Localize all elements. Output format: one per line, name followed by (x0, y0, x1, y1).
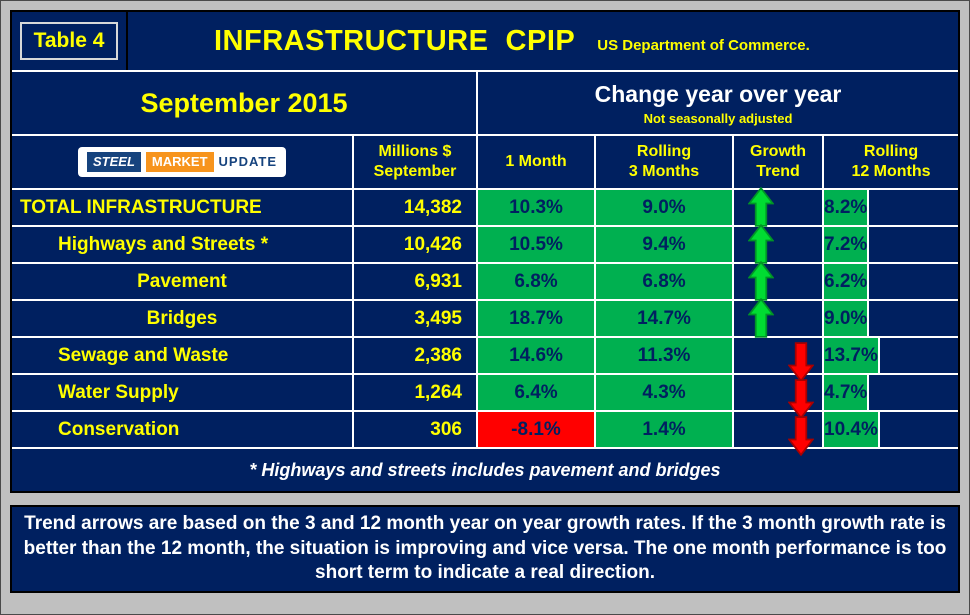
cell-rolling-12: 6.2% (824, 264, 870, 299)
trend-cell (734, 261, 824, 301)
table-row-bridges: Bridges 3,495 18.7% 14.7% 9.0% (12, 298, 958, 338)
cell-millions: 306 (354, 412, 478, 447)
change-title: Change year over year (594, 80, 842, 107)
row-label: Conservation (12, 412, 354, 447)
column-header-row: STEEL MARKET UPDATE Millions $ September… (12, 136, 958, 190)
cell-rolling-3: 9.0% (596, 190, 734, 225)
cell-rolling-3: 4.3% (596, 375, 734, 410)
table-row-water: Water Supply 1,264 6.4% 4.3% 4.7% (12, 375, 958, 419)
logo-update-text: UPDATE (218, 153, 277, 169)
trend-down-arrow-icon (788, 342, 814, 382)
trend-cell (734, 187, 824, 227)
trend-up-arrow-icon (748, 187, 774, 227)
table-row-sewage: Sewage and Waste 2,386 14.6% 11.3% 13.7% (12, 338, 958, 382)
cell-millions: 6,931 (354, 264, 478, 299)
title-row: Table 4 INFRASTRUCTURE CPIP US Departmen… (12, 12, 958, 72)
col-header-1-month: 1 Month (478, 136, 596, 188)
cell-1-month: -8.1% (478, 412, 596, 447)
col-header-rolling-3: Rolling 3 Months (596, 136, 734, 188)
cell-1-month: 6.8% (478, 264, 596, 299)
row-label: Sewage and Waste (12, 338, 354, 373)
period-row: September 2015 Change year over year Not… (12, 72, 958, 136)
row-label: Pavement (12, 264, 354, 299)
cell-rolling-3: 14.7% (596, 301, 734, 336)
cell-rolling-3: 6.8% (596, 264, 734, 299)
table-row-highways: Highways and Streets * 10,426 10.5% 9.4%… (12, 224, 958, 264)
cell-millions: 1,264 (354, 375, 478, 410)
trend-cell (734, 298, 824, 338)
trend-up-arrow-icon (748, 224, 774, 264)
cell-rolling-12: 4.7% (824, 375, 870, 410)
trend-up-arrow-icon (748, 261, 774, 301)
cell-1-month: 14.6% (478, 338, 596, 373)
period-month: September 2015 (12, 72, 478, 134)
agency-subtitle: US Department of Commerce. (597, 36, 810, 54)
cell-millions: 14,382 (354, 190, 478, 225)
cell-rolling-12: 8.2% (824, 190, 870, 225)
trend-cell (734, 224, 824, 264)
cell-millions: 10,426 (354, 227, 478, 262)
trend-explanation-note: Trend arrows are based on the 3 and 12 m… (10, 505, 960, 594)
steel-market-update-logo: STEEL MARKET UPDATE (78, 147, 286, 177)
trend-cell (734, 338, 824, 382)
cell-1-month: 10.5% (478, 227, 596, 262)
footnote: * Highways and streets includes pavement… (249, 459, 721, 480)
row-label: Water Supply (12, 375, 354, 410)
cell-rolling-12: 13.7% (824, 338, 880, 373)
table-row-total: TOTAL INFRASTRUCTURE 14,382 10.3% 9.0% 8… (12, 187, 958, 227)
logo-steel-text: STEEL (87, 151, 141, 173)
cell-millions: 2,386 (354, 338, 478, 373)
col-header-growth-trend: Growth Trend (734, 136, 824, 188)
row-label: Highways and Streets * (12, 227, 354, 262)
trend-cell (734, 412, 824, 456)
logo-market-text: MARKET (145, 151, 214, 173)
row-label: Bridges (12, 301, 354, 336)
cell-1-month: 10.3% (478, 190, 596, 225)
row-label: TOTAL INFRASTRUCTURE (12, 190, 354, 225)
col-header-rolling-12: Rolling 12 Months (851, 143, 931, 180)
change-header-cell: Change year over year Not seasonally adj… (478, 72, 958, 134)
cell-rolling-12: 10.4% (824, 412, 880, 447)
table-label-cell: Table 4 (12, 12, 128, 70)
table-row-pavement: Pavement 6,931 6.8% 6.8% 6.2% (12, 261, 958, 301)
adjustment-note: Not seasonally adjusted (643, 110, 793, 126)
cell-millions: 3,495 (354, 301, 478, 336)
cell-rolling-3: 1.4% (596, 412, 734, 447)
table-row-conservation: Conservation 306 -8.1% 1.4% 10.4% (12, 412, 958, 456)
trend-down-arrow-icon (788, 379, 814, 419)
cell-1-month: 18.7% (478, 301, 596, 336)
cell-rolling-12: 9.0% (824, 301, 870, 336)
trend-down-arrow-icon (788, 416, 814, 456)
trend-cell (734, 375, 824, 419)
table-label: Table 4 (19, 22, 119, 60)
logo-cell: STEEL MARKET UPDATE (12, 136, 354, 188)
page-title: INFRASTRUCTURE CPIP (214, 24, 576, 57)
cell-1-month: 6.4% (478, 375, 596, 410)
cell-rolling-12: 7.2% (824, 227, 870, 262)
trend-up-arrow-icon (748, 298, 774, 338)
cell-rolling-3: 9.4% (596, 227, 734, 262)
col-header-millions: Millions $ September (354, 136, 478, 188)
infrastructure-cpip-table: Table 4 INFRASTRUCTURE CPIP US Departmen… (10, 10, 960, 493)
cell-rolling-3: 11.3% (596, 338, 734, 373)
